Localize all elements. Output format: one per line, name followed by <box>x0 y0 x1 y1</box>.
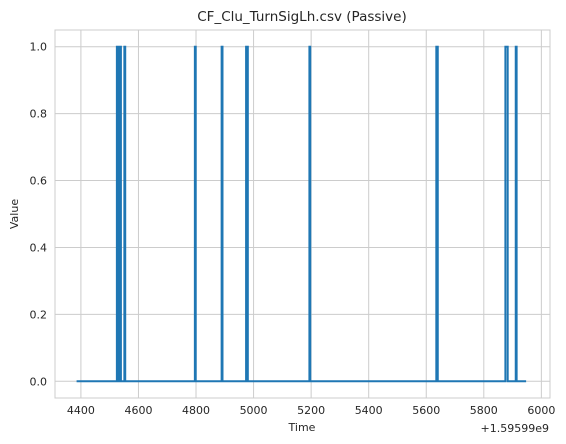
grid <box>55 30 550 398</box>
y-tick-label: 1.0 <box>30 41 48 54</box>
y-axis-ticks: 0.0 0.2 0.4 0.6 0.8 1.0 <box>30 41 48 389</box>
y-axis-label: Value <box>8 199 21 229</box>
x-tick-label: 5600 <box>412 404 440 417</box>
plot-frame <box>54 29 551 399</box>
x-axis-ticks: 4400 4600 4800 5000 5200 5400 5600 5800 6000 <box>67 404 555 417</box>
series-layer <box>76 45 527 383</box>
x-axis-label: Time <box>288 421 316 434</box>
y-tick-label: 0.8 <box>30 108 48 121</box>
x-tick-label: 5400 <box>355 404 383 417</box>
x-tick-label: 4600 <box>124 404 152 417</box>
y-tick-label: 0.4 <box>30 241 48 254</box>
x-tick-label: 6000 <box>527 404 555 417</box>
x-tick-label: 5200 <box>297 404 325 417</box>
chart-title: CF_Clu_TurnSigLh.csv (Passive) <box>197 9 407 25</box>
y-tick-label: 0.2 <box>30 308 48 321</box>
x-tick-label: 4800 <box>182 404 210 417</box>
x-axis-offset-label: +1.59599e9 <box>481 422 549 435</box>
y-tick-label: 0.0 <box>30 375 48 388</box>
series-line <box>76 45 527 383</box>
y-tick-label: 0.6 <box>30 175 48 188</box>
x-tick-label: 5000 <box>240 404 268 417</box>
x-tick-label: 5800 <box>470 404 498 417</box>
x-tick-label: 4400 <box>67 404 95 417</box>
